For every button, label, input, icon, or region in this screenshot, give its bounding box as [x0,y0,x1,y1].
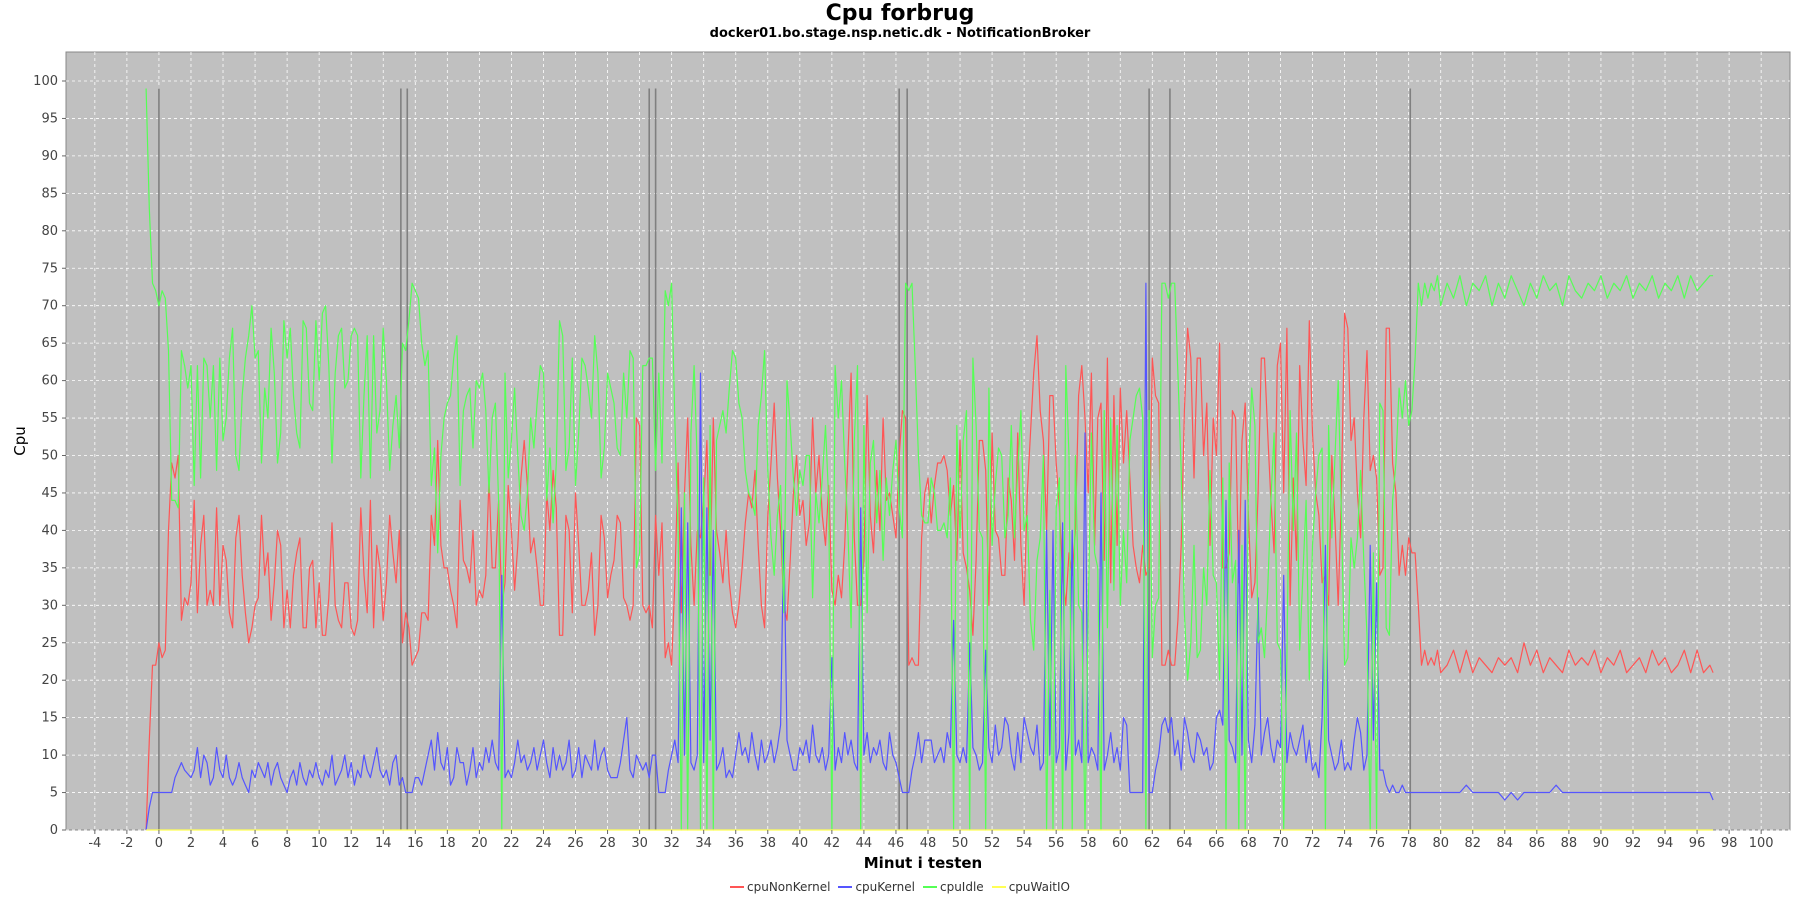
x-tick-label: 16 [407,836,424,851]
x-tick-label: 58 [1080,836,1097,851]
x-axis-label: Minut i testen [864,854,982,872]
x-tick-label: 70 [1272,836,1289,851]
y-tick-label: 25 [41,636,58,651]
axis-ticks: 0510152025303540455055606570758085909510… [33,74,1773,851]
x-tick-label: 36 [727,836,744,851]
x-tick-label: -4 [88,836,101,851]
x-tick-label: 38 [760,836,777,851]
legend-swatch [838,886,853,888]
y-tick-label: 100 [33,74,58,89]
x-tick-label: 0 [155,836,163,851]
x-tick-label: 26 [567,836,584,851]
y-tick-label: 5 [50,786,58,801]
series-line-cpuIdle [145,88,1714,831]
x-tick-label: 68 [1240,836,1257,851]
x-tick-label: 50 [952,836,969,851]
y-tick-label: 60 [41,374,58,389]
legend-swatch [730,886,744,888]
x-tick-label: 88 [1561,836,1578,851]
x-tick-label: 78 [1400,836,1417,851]
y-tick-label: 15 [41,711,58,726]
x-tick-label: 10 [311,836,328,851]
y-tick-label: 90 [41,149,58,164]
x-tick-label: 12 [343,836,360,851]
y-tick-label: 40 [41,523,58,538]
y-tick-label: 55 [41,411,58,426]
x-tick-label: 84 [1497,836,1514,851]
x-tick-label: 64 [1176,836,1193,851]
y-tick-label: 20 [41,673,58,688]
x-tick-label: 96 [1689,836,1706,851]
legend-label: cpuIdle [939,880,984,894]
x-tick-label: 24 [535,836,552,851]
series-lines [145,88,1714,831]
series-line-cpuNonKernel [145,312,1714,831]
x-tick-label: 4 [219,836,227,851]
x-tick-label: 44 [856,836,873,851]
y-tick-label: 10 [41,748,58,763]
y-tick-label: 80 [41,224,58,239]
x-tick-label: 60 [1112,836,1129,851]
y-tick-label: 0 [50,823,58,838]
x-tick-label: 72 [1304,836,1321,851]
x-tick-label: 52 [984,836,1001,851]
x-tick-label: 86 [1529,836,1546,851]
x-tick-label: 34 [695,836,712,851]
x-tick-label: 54 [1016,836,1033,851]
y-tick-label: 35 [41,561,58,576]
x-tick-label: 90 [1593,836,1610,851]
x-tick-label: 32 [663,836,680,851]
x-tick-label: 46 [888,836,905,851]
y-tick-label: 50 [41,449,58,464]
x-tick-label: 80 [1432,836,1449,851]
y-tick-label: 45 [41,486,58,501]
y-tick-label: 95 [41,111,58,126]
x-tick-label: 48 [920,836,937,851]
x-tick-label: 22 [503,836,520,851]
x-tick-label: 98 [1721,836,1738,851]
legend-item-cpuIdle: cpuIdle [922,880,984,894]
x-tick-label: 92 [1625,836,1642,851]
x-tick-label: 14 [375,836,392,851]
y-axis-label: Cpu [11,426,29,456]
grid-lines [66,52,1790,831]
legend-item-cpuWaitIO: cpuWaitIO [991,880,1070,894]
legend-item-cpuKernel: cpuKernel [838,880,915,894]
legend-label: cpuKernel [855,880,915,894]
legend-label: cpuNonKernel [747,880,831,894]
x-tick-label: 62 [1144,836,1161,851]
legend-swatch [922,886,937,888]
x-tick-label: 18 [439,836,456,851]
chart-subtitle: docker01.bo.stage.nsp.netic.dk - Notific… [709,26,1091,41]
chart-title: Cpu forbrug [825,1,975,26]
x-tick-label: 94 [1657,836,1674,851]
legend-label: cpuWaitIO [1008,880,1070,894]
series-line-cpuKernel [145,282,1714,831]
x-tick-label: 6 [251,836,259,851]
x-tick-label: 74 [1336,836,1353,851]
y-tick-label: 65 [41,336,58,351]
y-tick-label: 85 [41,186,58,201]
x-tick-label: 20 [471,836,488,851]
x-tick-label: 30 [631,836,648,851]
x-tick-label: -2 [120,836,133,851]
chart-legend: cpuNonKernel cpuKernel cpuIdle cpuWaitIO [0,880,1800,894]
x-tick-label: 82 [1464,836,1481,851]
y-tick-label: 75 [41,261,58,276]
x-tick-label: 100 [1749,836,1774,851]
x-tick-label: 42 [824,836,841,851]
x-tick-label: 66 [1208,836,1225,851]
legend-item-cpuNonKernel: cpuNonKernel [730,880,830,894]
x-tick-label: 28 [599,836,616,851]
x-tick-label: 2 [187,836,195,851]
y-tick-label: 70 [41,299,58,314]
x-tick-label: 8 [283,836,291,851]
y-tick-label: 30 [41,598,58,613]
x-tick-label: 40 [792,836,809,851]
legend-swatch [991,886,1006,888]
x-tick-label: 76 [1368,836,1385,851]
x-tick-label: 56 [1048,836,1065,851]
